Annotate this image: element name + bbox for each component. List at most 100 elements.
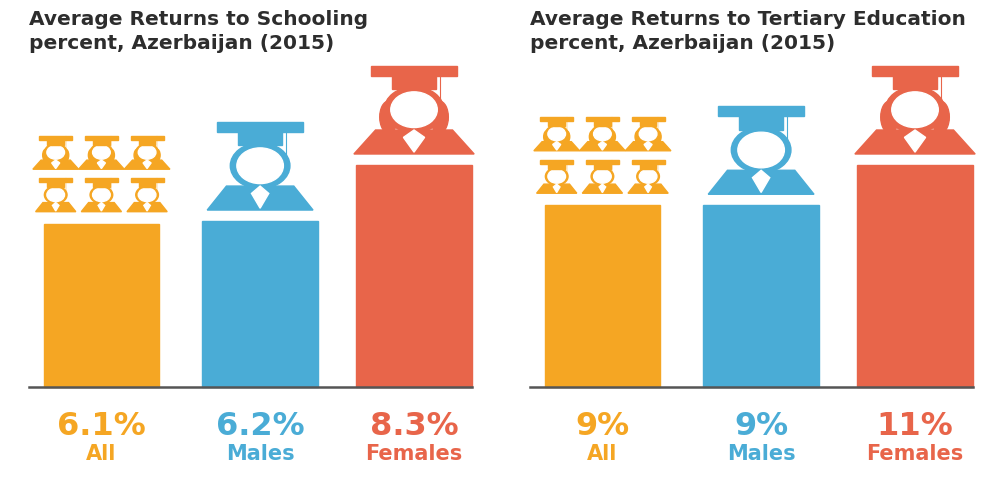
Polygon shape (599, 184, 605, 192)
Polygon shape (534, 142, 579, 151)
Polygon shape (553, 142, 561, 150)
FancyBboxPatch shape (393, 73, 436, 90)
Circle shape (138, 146, 156, 159)
Circle shape (545, 168, 568, 185)
Circle shape (639, 127, 657, 140)
FancyBboxPatch shape (139, 138, 155, 144)
FancyBboxPatch shape (85, 178, 118, 182)
FancyBboxPatch shape (872, 66, 958, 76)
Ellipse shape (107, 149, 114, 162)
Polygon shape (52, 160, 60, 168)
FancyBboxPatch shape (894, 73, 937, 90)
Circle shape (230, 143, 290, 188)
Circle shape (591, 168, 614, 185)
Text: All: All (587, 444, 617, 464)
Circle shape (639, 170, 657, 183)
FancyBboxPatch shape (858, 165, 973, 386)
Polygon shape (404, 130, 425, 152)
Polygon shape (354, 130, 474, 154)
Circle shape (636, 168, 659, 185)
FancyBboxPatch shape (640, 162, 656, 168)
Circle shape (892, 92, 938, 128)
FancyBboxPatch shape (202, 221, 318, 386)
FancyBboxPatch shape (631, 160, 664, 164)
Circle shape (44, 144, 67, 161)
Polygon shape (78, 160, 124, 169)
Ellipse shape (589, 130, 596, 143)
FancyBboxPatch shape (93, 181, 109, 187)
FancyBboxPatch shape (703, 206, 819, 386)
Circle shape (548, 170, 565, 183)
FancyBboxPatch shape (545, 206, 660, 386)
Text: Males: Males (726, 444, 796, 464)
Ellipse shape (380, 101, 398, 133)
FancyBboxPatch shape (739, 113, 783, 130)
FancyBboxPatch shape (93, 138, 109, 144)
Text: Average Returns to Schooling
percent, Azerbaijan (2015): Average Returns to Schooling percent, Az… (29, 10, 369, 53)
FancyBboxPatch shape (39, 136, 72, 140)
FancyBboxPatch shape (540, 117, 573, 121)
Polygon shape (124, 160, 170, 169)
FancyBboxPatch shape (44, 224, 159, 386)
FancyBboxPatch shape (594, 162, 610, 168)
Circle shape (135, 144, 158, 161)
Circle shape (593, 127, 611, 140)
Text: 11%: 11% (877, 410, 953, 442)
Ellipse shape (544, 130, 550, 143)
Polygon shape (33, 160, 78, 169)
Polygon shape (81, 202, 121, 211)
Polygon shape (207, 186, 313, 210)
Ellipse shape (134, 149, 141, 162)
FancyBboxPatch shape (548, 120, 565, 126)
Polygon shape (708, 170, 814, 194)
Ellipse shape (153, 149, 160, 162)
Text: 9%: 9% (734, 410, 789, 442)
Polygon shape (598, 142, 606, 150)
Circle shape (591, 125, 614, 142)
Circle shape (593, 170, 611, 183)
Circle shape (47, 188, 64, 202)
Text: 8.3%: 8.3% (370, 410, 458, 442)
FancyBboxPatch shape (216, 122, 304, 132)
FancyBboxPatch shape (586, 160, 619, 164)
Ellipse shape (654, 130, 661, 143)
Circle shape (92, 188, 110, 202)
Polygon shape (98, 202, 104, 211)
Ellipse shape (881, 101, 899, 133)
Circle shape (545, 125, 568, 142)
FancyBboxPatch shape (540, 160, 573, 164)
Ellipse shape (563, 130, 570, 143)
Polygon shape (905, 130, 926, 152)
FancyBboxPatch shape (85, 136, 118, 140)
Ellipse shape (43, 149, 49, 162)
Circle shape (90, 186, 113, 204)
FancyBboxPatch shape (130, 178, 163, 182)
Circle shape (548, 127, 565, 140)
Polygon shape (644, 142, 652, 150)
FancyBboxPatch shape (39, 178, 72, 182)
FancyBboxPatch shape (47, 181, 64, 187)
Polygon shape (143, 160, 151, 168)
Circle shape (384, 87, 444, 132)
Polygon shape (628, 184, 668, 193)
Polygon shape (579, 142, 625, 151)
Ellipse shape (635, 130, 642, 143)
Polygon shape (625, 142, 671, 151)
FancyBboxPatch shape (238, 129, 282, 146)
Text: 9%: 9% (575, 410, 629, 442)
Polygon shape (52, 202, 59, 211)
Ellipse shape (431, 101, 448, 133)
Circle shape (731, 127, 791, 173)
Circle shape (135, 186, 158, 204)
Polygon shape (553, 184, 560, 192)
Circle shape (92, 146, 110, 159)
Circle shape (47, 146, 64, 159)
Text: Average Returns to Tertiary Education
percent, Azerbaijan (2015): Average Returns to Tertiary Education pe… (530, 10, 966, 53)
Circle shape (138, 188, 156, 202)
Circle shape (885, 87, 945, 132)
Circle shape (90, 144, 113, 161)
Text: 6.2%: 6.2% (215, 410, 305, 442)
Polygon shape (252, 186, 269, 208)
FancyBboxPatch shape (548, 162, 565, 168)
FancyBboxPatch shape (47, 138, 64, 144)
